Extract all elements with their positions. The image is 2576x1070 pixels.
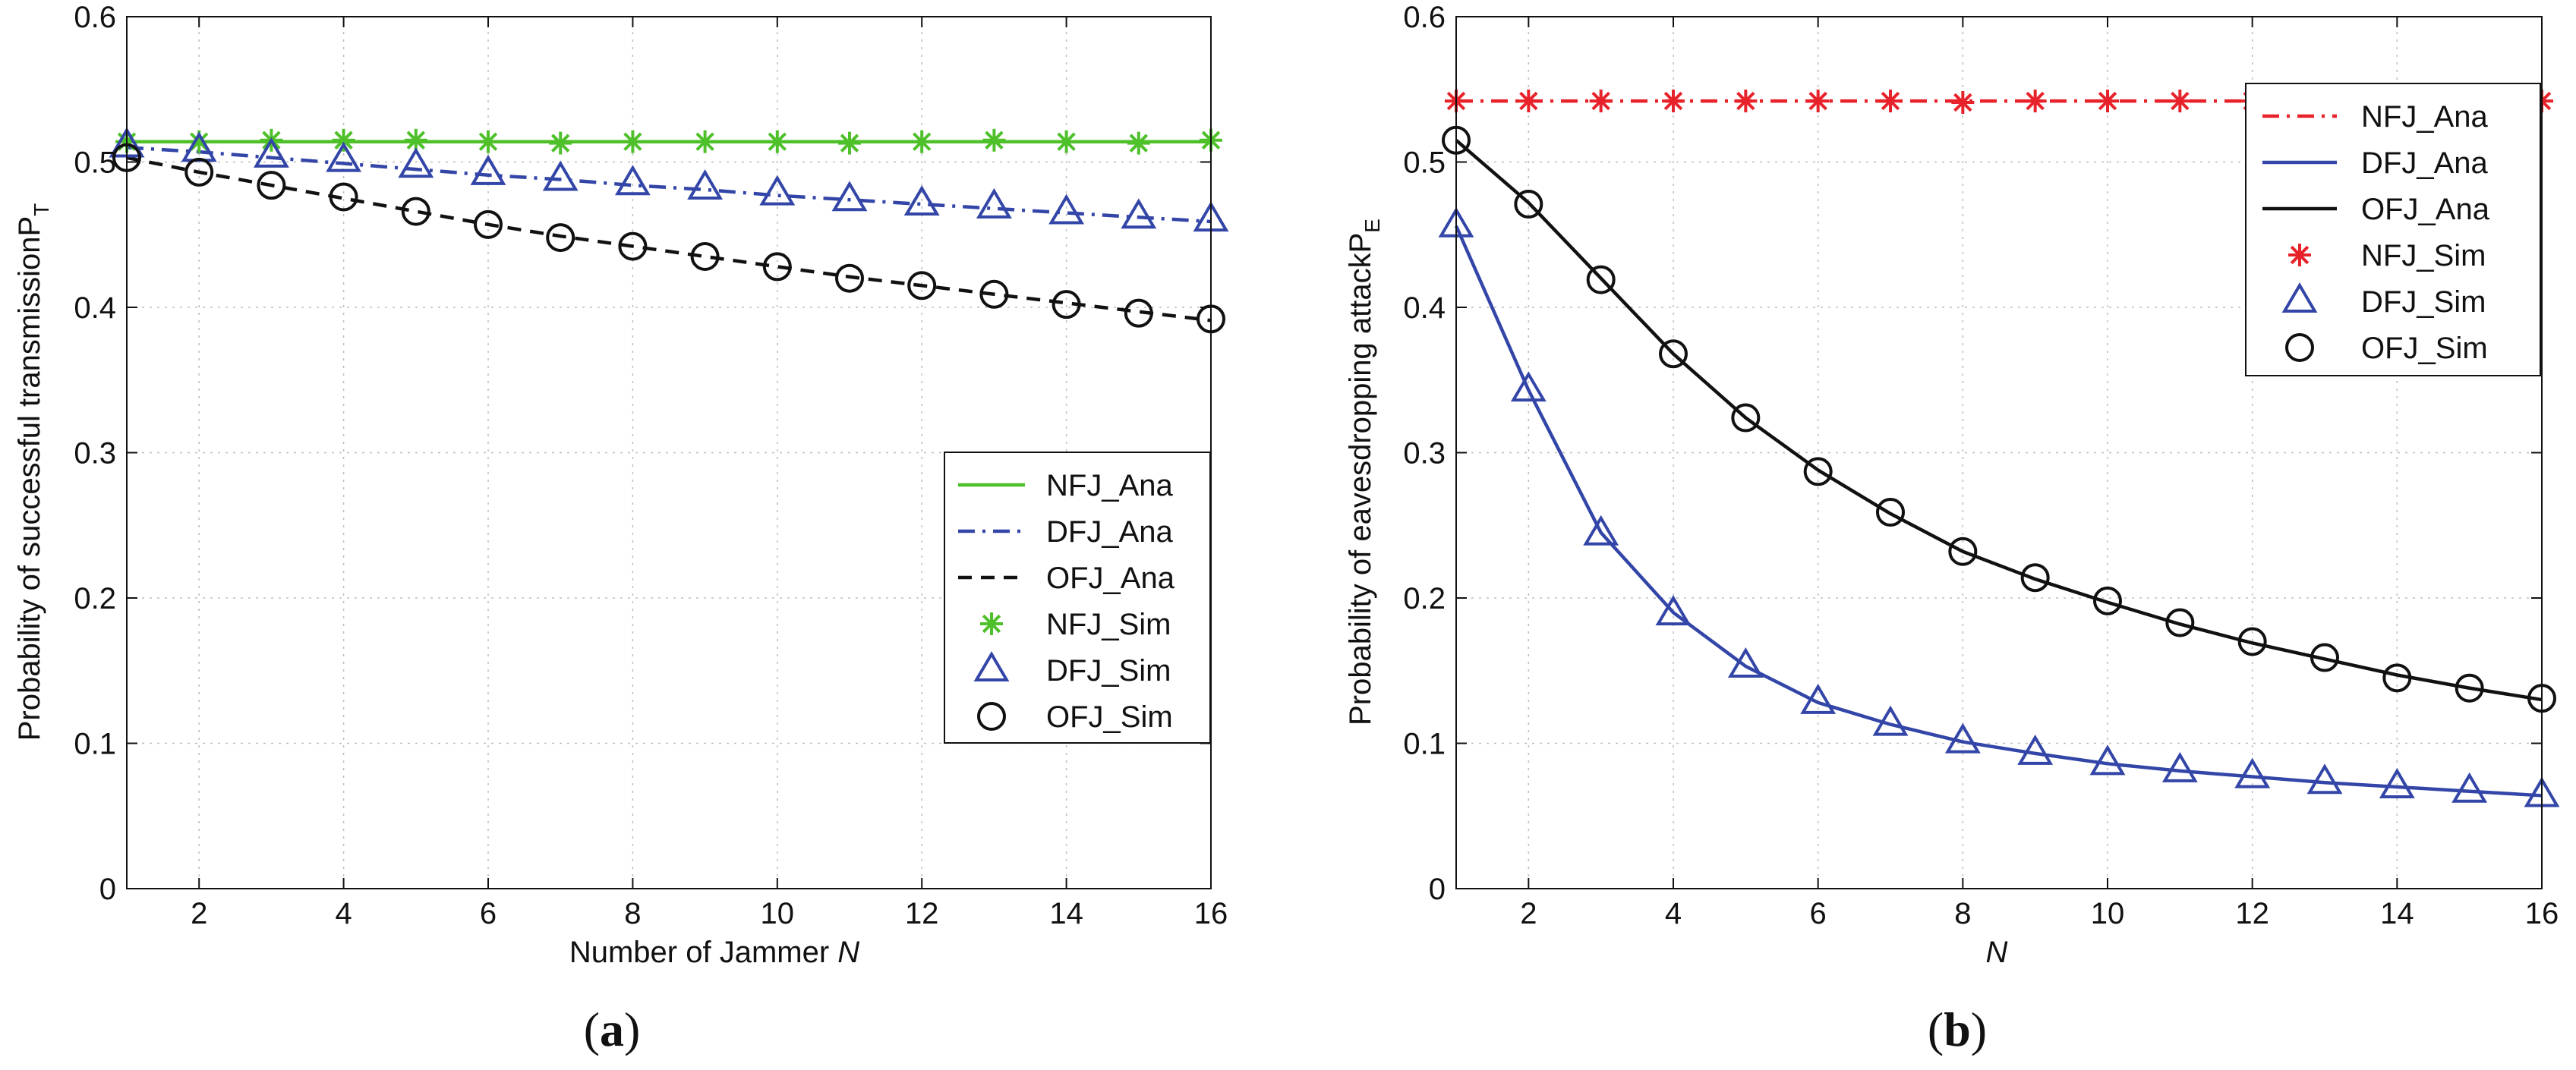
data-point-asterisk [1127,132,1150,155]
data-point-asterisk [694,131,717,153]
x-tick-label: 2 [1520,897,1537,930]
y-tick-label: 0.4 [1403,291,1446,325]
x-tick-label: 6 [480,897,497,930]
y-tick-label: 0.3 [74,437,116,470]
legend-marker-swatch [980,612,1003,635]
x-tick-label: 6 [1810,897,1827,930]
x-tick-label: 12 [2235,897,2269,930]
x-tick-label: 10 [2091,897,2125,930]
y-tick-label: 0.2 [74,582,116,615]
y-tick-label: 0.5 [1403,146,1446,180]
x-tick-label: 12 [905,897,939,930]
x-tick-label: 8 [624,897,641,930]
data-point-asterisk [1517,90,1540,112]
legend-label: NFJ_Sim [1046,608,1171,641]
legend-label: NFJ_Ana [1046,469,1173,502]
data-point-asterisk [1951,91,1974,114]
data-point-asterisk [549,132,572,155]
x-tick-label: 8 [1954,897,1971,930]
y-tick-label: 0.6 [1403,1,1446,34]
x-tick-label: 16 [2525,897,2559,930]
x-tick-label: 14 [2380,897,2414,930]
data-point-asterisk [1807,90,1830,112]
data-point-asterisk [1590,90,1613,112]
legend-label: NFJ_Ana [2361,100,2488,134]
data-point-asterisk [766,131,789,153]
y-tick-label: 0.5 [74,146,116,180]
legend-label: OFJ_Sim [2361,332,2488,365]
legend-b: NFJ_Ana DFJ_Ana OFJ_Ana NFJ_Sim DFJ_Sim OFJ_S… [2246,83,2540,376]
data-point-asterisk [2024,90,2047,112]
y-tick-label: 0.2 [1403,582,1446,615]
x-tick-label: 4 [1665,897,1682,930]
data-point-asterisk [621,131,644,153]
y-tick-label: 0 [1429,873,1446,906]
y-tick-label: 0.1 [74,728,116,761]
data-point-asterisk [333,129,355,152]
data-point-asterisk [838,132,861,155]
legend-label: OFJ_Ana [2361,193,2490,226]
data-point-asterisk [1879,90,1902,112]
legend-label: OFJ_Ana [1046,562,1175,595]
y-tick-label: 0.6 [74,1,116,34]
x-tick-label: 10 [761,897,795,930]
legend-a: NFJ_Ana DFJ_Ana OFJ_Ana NFJ_Sim DFJ_Sim OFJ_S… [944,452,1210,743]
legend-label: DFJ_Sim [1046,654,1171,688]
x-tick-label: 2 [191,897,207,930]
x-axis-label-b: N [1986,936,2008,969]
data-point-asterisk [1734,90,1757,112]
x-tick-label: 14 [1049,897,1083,930]
legend-label: DFJ_Ana [2361,146,2488,180]
legend-marker-swatch [2288,244,2311,266]
data-point-asterisk [2168,90,2191,112]
y-tick-label: 0.3 [1403,437,1446,470]
data-point-asterisk [1055,131,1078,153]
legend-label: DFJ_Ana [1046,515,1173,549]
y-tick-label: 0.4 [74,291,116,325]
caption-a: (a) [584,1002,641,1056]
legend-label: OFJ_Sim [1046,700,1173,734]
legend-label: DFJ_Sim [2361,285,2486,319]
data-point-asterisk [910,131,933,153]
y-tick-label: 0 [99,873,116,906]
data-point-asterisk [982,129,1005,152]
data-point-asterisk [2096,90,2119,112]
x-tick-label: 16 [1194,897,1228,930]
x-tick-label: 4 [335,897,352,930]
caption-b: (b) [1928,1002,1987,1056]
legend-label: NFJ_Sim [2361,239,2486,272]
figure: 2 4 6 8 10 12 14 16 0 0.1 0.2 0.3 0.4 0.5 0.6 NFJ_Ana D… [0,0,2576,1070]
data-point-asterisk [1662,90,1685,112]
y-tick-label: 0.1 [1403,728,1446,761]
data-point-asterisk [477,131,500,153]
x-axis-label-a: Number of Jammer N [569,936,859,969]
